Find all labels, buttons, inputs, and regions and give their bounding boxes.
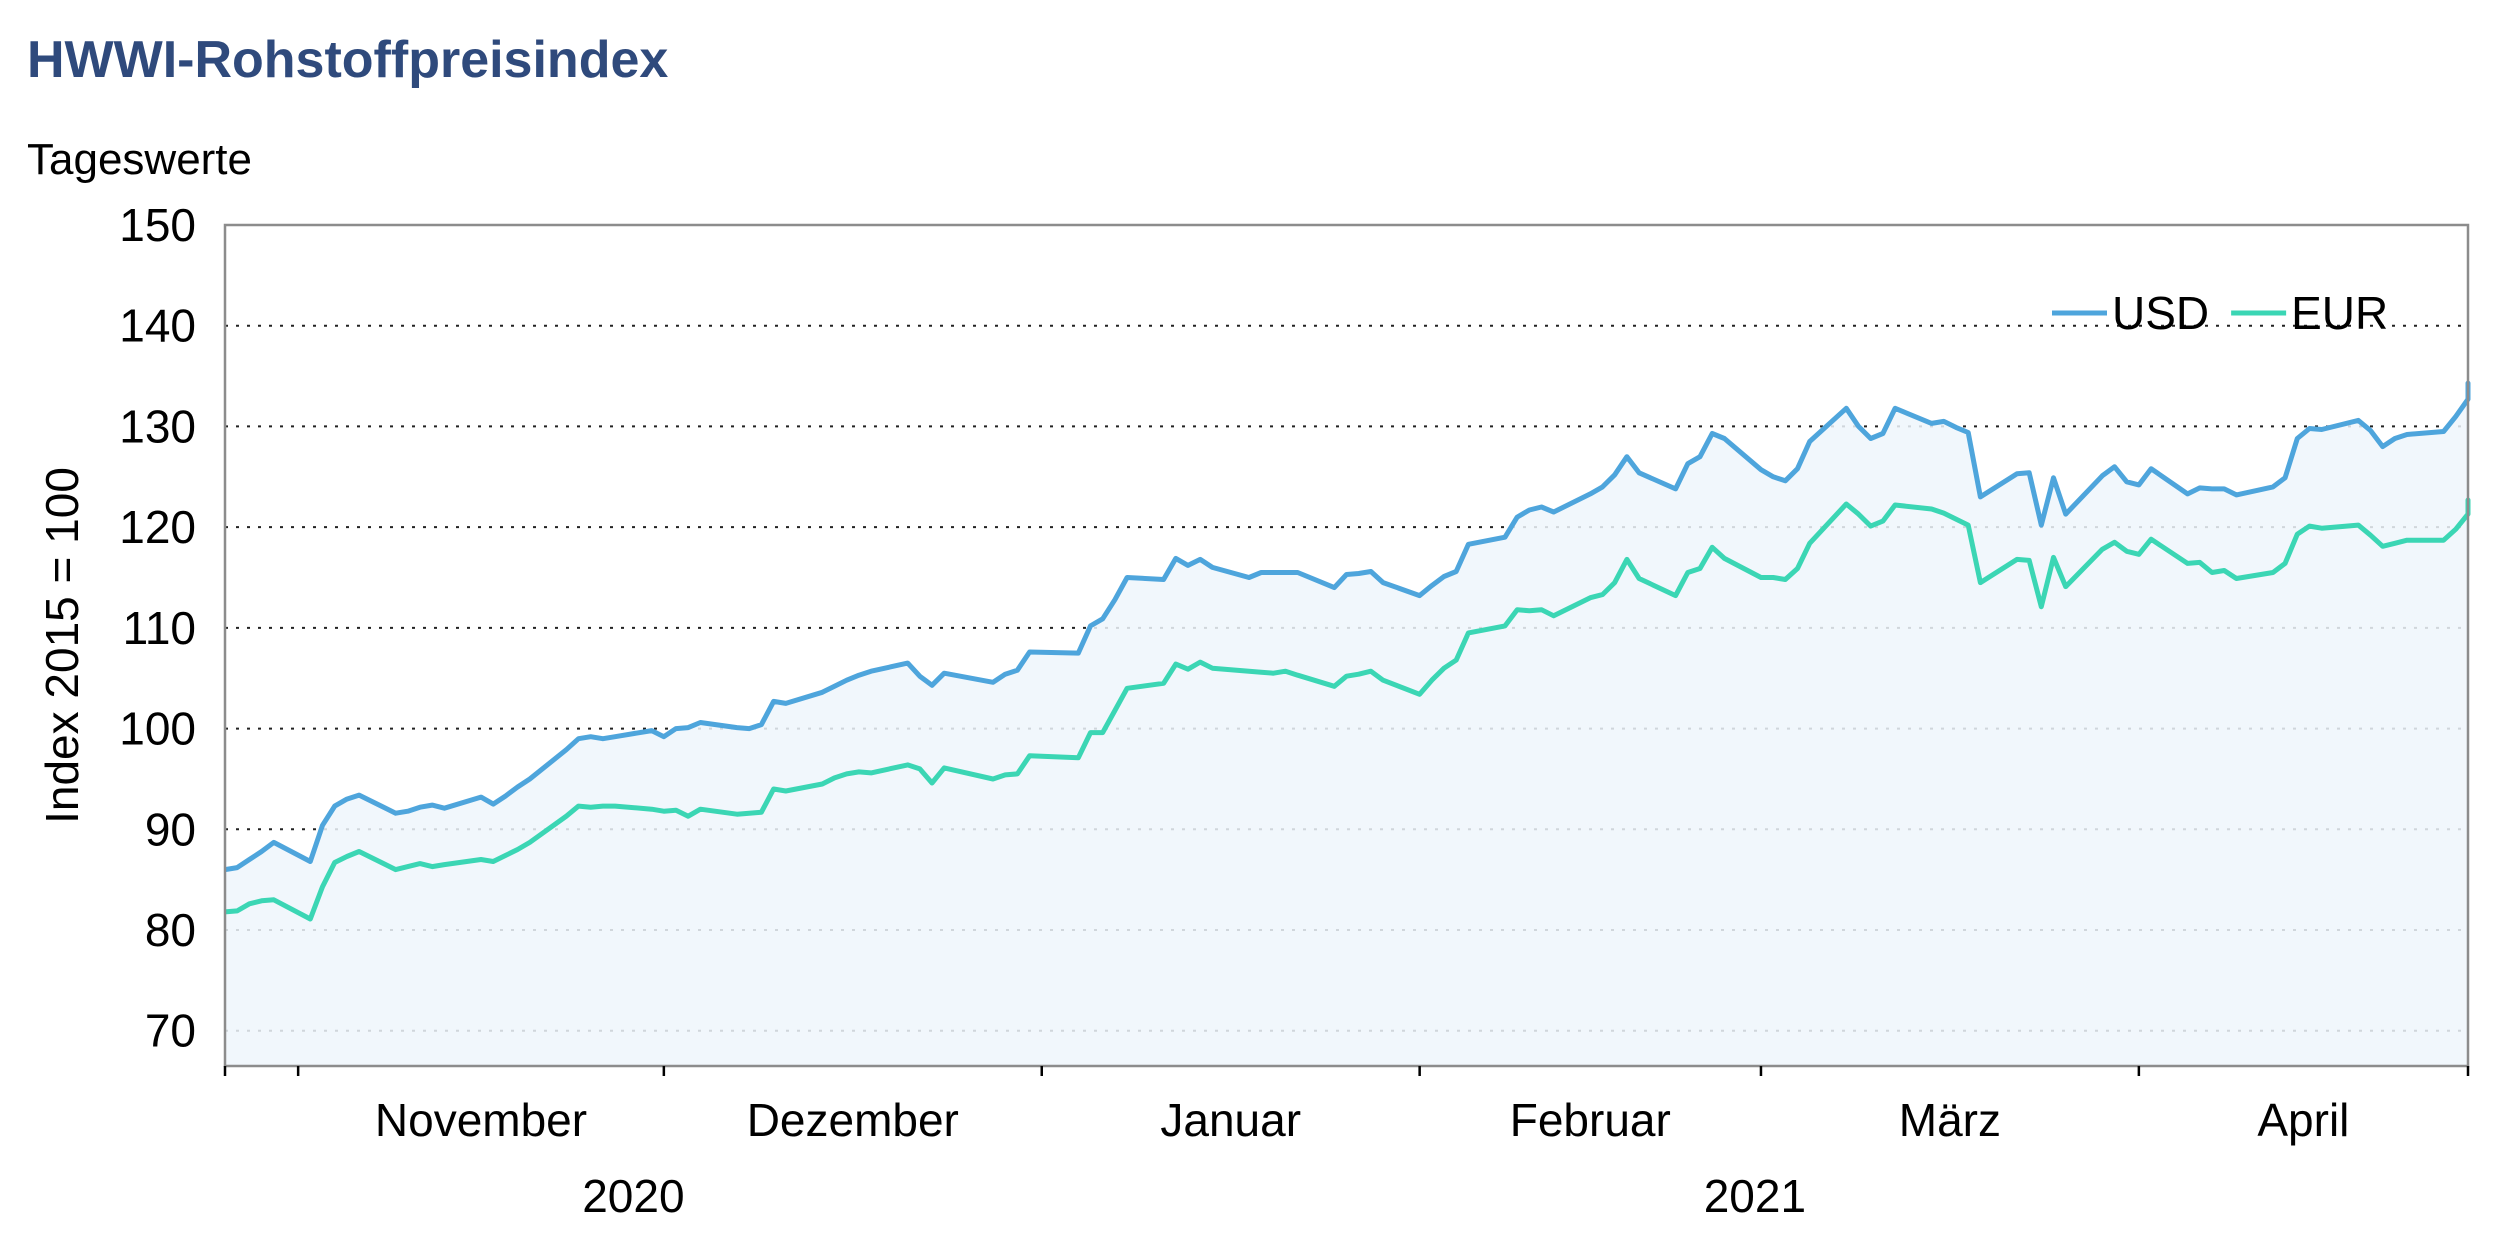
legend-label-eur: EUR	[2291, 287, 2388, 339]
y-tick-label: 80	[145, 904, 196, 956]
x-month-label: März	[1899, 1094, 2001, 1146]
x-axis: November Dezember Januar Februar März April 20…	[223, 1066, 2470, 1222]
series-line-eur	[224, 497, 2471, 922]
y-tick-label: 130	[119, 400, 196, 452]
x-month-label: Januar	[1160, 1094, 1301, 1146]
x-month-label: Februar	[1510, 1094, 1671, 1146]
x-month-label: April	[2257, 1094, 2349, 1146]
y-axis: 70 80 90 100 110 120 130 140 150	[119, 199, 196, 1057]
y-tick-label: 90	[145, 803, 196, 855]
legend-label-usd: USD	[2112, 287, 2209, 339]
legend: USD EUR	[2052, 287, 2388, 339]
x-month-label: November	[375, 1094, 587, 1146]
y-tick-label: 140	[119, 300, 196, 352]
y-tick-label: 110	[123, 602, 196, 654]
plot-frame	[223, 223, 2470, 1068]
y-tick-label: 150	[119, 199, 196, 251]
area-fill	[225, 383, 2468, 1067]
x-year-label: 2020	[582, 1170, 684, 1222]
series-lines	[224, 380, 2471, 922]
x-month-label: Dezember	[747, 1094, 959, 1146]
chart-title: HWWI-Rohstoffpreisindex	[27, 31, 669, 89]
x-year-label: 2021	[1704, 1170, 1806, 1222]
y-tick-label: 100	[119, 703, 196, 755]
series-line-usd	[224, 380, 2471, 873]
y-tick-label: 70	[145, 1005, 196, 1057]
usd-area	[225, 383, 2468, 1067]
chart-subtitle: Tageswerte	[27, 135, 253, 184]
y-axis-label: Index 2015 = 100	[36, 467, 88, 824]
y-tick-label: 120	[119, 501, 196, 553]
